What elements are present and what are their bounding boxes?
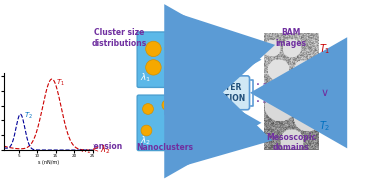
Text: BAM
images: BAM images xyxy=(276,28,307,48)
Text: $\lambda_2$: $\lambda_2$ xyxy=(140,134,151,147)
FancyBboxPatch shape xyxy=(137,95,193,151)
Text: CLUSTER
EQUATION: CLUSTER EQUATION xyxy=(201,83,245,102)
FancyBboxPatch shape xyxy=(264,33,319,86)
Text: Mesoscopic
domains: Mesoscopic domains xyxy=(266,133,316,152)
X-axis label: s (nN/m): s (nN/m) xyxy=(38,160,59,165)
Text: $T_2$: $T_2$ xyxy=(24,111,33,121)
Text: $\bullet$  $\pi$–$A$ $data$: $\bullet$ $\pi$–$A$ $data$ xyxy=(255,80,292,88)
Text: $\bullet$  $\kappa_T$–$A$ $data$: $\bullet$ $\kappa_T$–$A$ $data$ xyxy=(255,97,294,106)
Circle shape xyxy=(162,100,173,111)
FancyBboxPatch shape xyxy=(264,97,319,149)
Text: Cluster size
distributions: Cluster size distributions xyxy=(92,28,147,48)
Text: $T_1$: $T_1$ xyxy=(56,78,65,88)
Text: Line tension: Line tension xyxy=(70,141,123,151)
Circle shape xyxy=(177,110,188,121)
FancyBboxPatch shape xyxy=(137,32,193,87)
Text: $\vee$: $\vee$ xyxy=(320,87,329,98)
Circle shape xyxy=(141,125,152,136)
FancyBboxPatch shape xyxy=(197,76,249,110)
Circle shape xyxy=(167,123,178,134)
Text: Nanoclusters: Nanoclusters xyxy=(136,143,194,152)
Text: $\lambda_1 < \lambda_2$: $\lambda_1 < \lambda_2$ xyxy=(81,143,111,156)
Circle shape xyxy=(146,60,161,75)
Circle shape xyxy=(165,60,181,75)
Text: $\lambda_1$: $\lambda_1$ xyxy=(140,71,152,84)
Circle shape xyxy=(165,41,181,57)
Text: $T_2$: $T_2$ xyxy=(319,119,330,133)
Text: $T_1$: $T_1$ xyxy=(319,42,330,56)
Circle shape xyxy=(143,104,153,114)
Circle shape xyxy=(146,41,161,57)
